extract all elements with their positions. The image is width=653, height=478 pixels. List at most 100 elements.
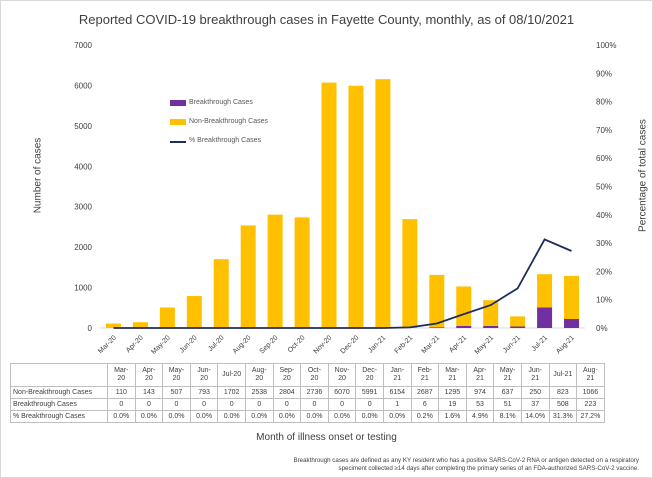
table-cell: 6154 bbox=[382, 386, 412, 399]
y-tick-label: 6000 bbox=[74, 81, 92, 90]
x-tick-label: Feb-21 bbox=[394, 334, 415, 355]
table-cell: 793 bbox=[189, 386, 219, 399]
y-tick-label: 0 bbox=[88, 324, 93, 333]
legend-label-percent: % Breakthrough Cases bbox=[189, 137, 261, 144]
x-tick-label: Nov-20 bbox=[313, 334, 334, 355]
table-cell: 4.9% bbox=[465, 410, 495, 423]
row-header: Breakthrough Cases bbox=[10, 398, 108, 411]
x-tick-label: May-20 bbox=[150, 334, 172, 356]
bar-breakthrough bbox=[510, 326, 526, 328]
y2-tick-label: 60% bbox=[596, 154, 612, 163]
table-cell: 0.0% bbox=[107, 410, 136, 423]
row-header: % Breakthrough Cases bbox=[10, 410, 108, 423]
legend-swatch-non-breakthrough bbox=[170, 119, 186, 125]
x-tick-label: Sep-20 bbox=[259, 334, 280, 355]
table-cell: 0.0% bbox=[355, 410, 384, 423]
table-cell: 14.0% bbox=[520, 410, 550, 423]
bar-non-breakthrough bbox=[537, 274, 553, 308]
y-tick-label: 4000 bbox=[74, 162, 92, 171]
table-cell: Nov- 20 bbox=[327, 363, 357, 387]
footnote-line-1: Breakthrough cases are defined as any KY… bbox=[293, 457, 639, 464]
legend-swatch-breakthrough bbox=[170, 100, 186, 106]
table-cell: May- 20 bbox=[162, 363, 191, 387]
bar-non-breakthrough bbox=[213, 259, 229, 328]
table-cell: 0.0% bbox=[134, 410, 164, 423]
table-cell: Aug- 20 bbox=[244, 363, 274, 387]
x-tick-label: Jun-21 bbox=[502, 334, 522, 354]
table-cell: 1295 bbox=[438, 386, 467, 399]
x-tick-label: Oct-20 bbox=[287, 334, 307, 354]
y2-tick-label: 90% bbox=[596, 69, 612, 78]
table-row: Non-Breakthrough Cases 110 143 507 793 1702 25… bbox=[10, 386, 605, 399]
table-cell: 637 bbox=[493, 386, 522, 399]
table-cell: 2687 bbox=[410, 386, 440, 399]
line-percent-breakthrough bbox=[113, 238, 572, 329]
table-row: % Breakthrough Cases 0.0% 0.0% 0.0% 0.0% 0.0%… bbox=[10, 410, 605, 423]
bar-non-breakthrough bbox=[564, 275, 580, 319]
y-tick-label: 3000 bbox=[74, 203, 92, 212]
table-cell: 6070 bbox=[327, 386, 357, 399]
bar-non-breakthrough bbox=[348, 85, 364, 329]
y2-tick-label: 40% bbox=[596, 211, 612, 220]
table-cell: 1 bbox=[382, 398, 412, 411]
table-cell: 0.0% bbox=[272, 410, 302, 423]
x-tick-label: Aug-20 bbox=[232, 334, 253, 355]
table-cell: 1.6% bbox=[438, 410, 467, 423]
table-cell: 2538 bbox=[244, 386, 274, 399]
table-cell: Jul-21 bbox=[548, 363, 578, 387]
table-cell: Apr- 21 bbox=[465, 363, 495, 387]
bar-breakthrough bbox=[564, 318, 580, 328]
table-cell: 37 bbox=[520, 398, 550, 411]
bar-breakthrough bbox=[456, 325, 472, 328]
table-cell: Jun- 20 bbox=[189, 363, 219, 387]
table-cell: Oct- 20 bbox=[300, 363, 329, 387]
table-cell: 1702 bbox=[217, 386, 246, 399]
table-cell: 0 bbox=[162, 398, 191, 411]
x-tick-label: Aug-21 bbox=[555, 334, 576, 355]
x-tick-label: Jan-21 bbox=[367, 334, 387, 354]
bar-non-breakthrough bbox=[159, 307, 175, 328]
table-cell: 27.2% bbox=[576, 410, 605, 423]
table-cell: 0 bbox=[355, 398, 384, 411]
table-cell: May- 21 bbox=[493, 363, 522, 387]
table-cell: 19 bbox=[438, 398, 467, 411]
table-cell: Mar- 21 bbox=[438, 363, 467, 387]
chart-title: Reported COVID-19 breakthrough cases in … bbox=[78, 12, 575, 27]
table-cell: 8.1% bbox=[493, 410, 522, 423]
table-cell: 0 bbox=[327, 398, 357, 411]
table-cell: 223 bbox=[576, 398, 605, 411]
y-tick-label: 7000 bbox=[74, 41, 92, 50]
table-header-row: Mar- 20 Apr- 20 May- 20 Jun- 20 Jul-20 Aug- 2… bbox=[10, 363, 605, 387]
table-cell: Jul-20 bbox=[217, 363, 246, 387]
table-cell: 2736 bbox=[300, 386, 329, 399]
table-cell: 0.2% bbox=[410, 410, 440, 423]
y-tick-label: 1000 bbox=[74, 284, 92, 293]
table-cell: 0 bbox=[217, 398, 246, 411]
x-tick-label: Jul-20 bbox=[207, 334, 226, 353]
table-cell: 0.0% bbox=[300, 410, 329, 423]
y2-tick-label: 10% bbox=[596, 296, 612, 305]
table-cell: 0 bbox=[189, 398, 219, 411]
x-tick-label: Mar-21 bbox=[421, 334, 442, 355]
table-cell: 0.0% bbox=[162, 410, 191, 423]
table-cell: 0 bbox=[272, 398, 302, 411]
y2-tick-label: 30% bbox=[596, 239, 612, 248]
y2-tick-label: 50% bbox=[596, 183, 612, 192]
x-axis-label: Month of illness onset or testing bbox=[256, 432, 397, 443]
x-tick-label: Apr-20 bbox=[125, 334, 145, 354]
legend-label-breakthrough: Breakthrough Cases bbox=[189, 99, 253, 106]
y2-tick-label: 100% bbox=[596, 41, 616, 50]
x-tick-label: Jun-20 bbox=[179, 334, 199, 354]
y2-tick-label: 80% bbox=[596, 98, 612, 107]
table-cell: 0.0% bbox=[189, 410, 219, 423]
table-cell: 1066 bbox=[576, 386, 605, 399]
y-tick-label: 2000 bbox=[74, 243, 92, 252]
table-cell: 0 bbox=[134, 398, 164, 411]
table-cell: 508 bbox=[548, 398, 578, 411]
bar-non-breakthrough bbox=[402, 219, 418, 328]
bar-breakthrough bbox=[537, 307, 553, 328]
table-cell: 110 bbox=[107, 386, 136, 399]
y-tick-label: 5000 bbox=[74, 122, 92, 131]
table-cell: 250 bbox=[520, 386, 550, 399]
